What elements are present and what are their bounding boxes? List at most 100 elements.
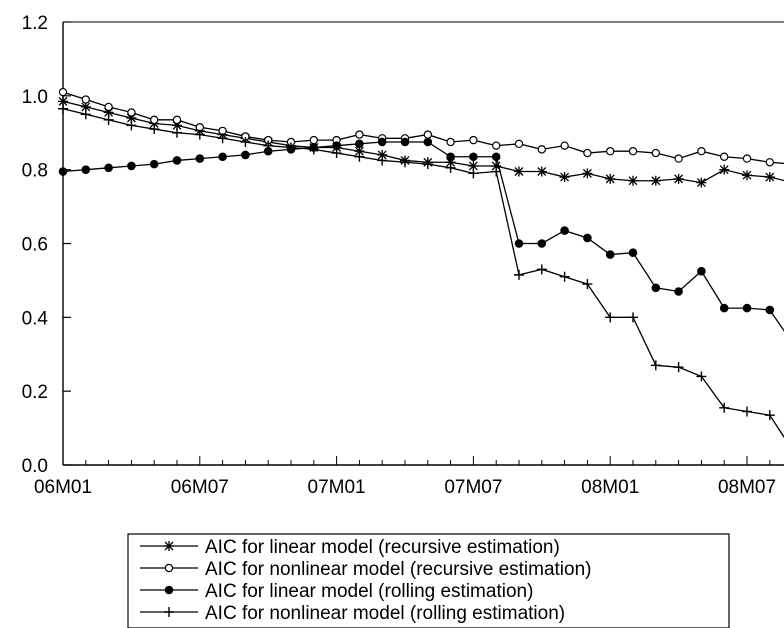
x-tick-label: 08M01 xyxy=(581,477,639,498)
star-point xyxy=(605,173,616,184)
legend-label: AIC for nonlinear model (recursive estim… xyxy=(205,559,592,580)
filled-circle-point xyxy=(674,287,683,296)
series-line xyxy=(62,108,784,439)
filled-circle-point xyxy=(355,139,364,149)
y-tick-label: 1.2 xyxy=(22,13,48,34)
star-point xyxy=(559,172,570,183)
filled-circle-point xyxy=(195,154,205,163)
plus-point xyxy=(400,157,410,168)
open-circle-point xyxy=(492,141,501,150)
filled-circle-point xyxy=(651,283,661,293)
series-line xyxy=(62,141,784,332)
filled-circle-point xyxy=(628,248,638,258)
plus-point xyxy=(286,142,296,153)
star-point xyxy=(468,160,479,171)
filled-circle-point xyxy=(697,266,706,276)
filled-circle-point xyxy=(491,152,501,162)
star-point xyxy=(742,170,752,181)
plus-point xyxy=(172,127,182,138)
filled-circle-point xyxy=(423,137,433,147)
star-point xyxy=(126,112,137,123)
filled-circle-point xyxy=(742,303,752,313)
open-circle-point xyxy=(172,115,182,125)
plus-point xyxy=(377,155,388,166)
y-tick-label: 0.8 xyxy=(22,161,48,182)
plus-point xyxy=(719,402,730,413)
legend-item: AIC for linear model (recursive estimati… xyxy=(140,537,560,558)
y-tick-label: 0.6 xyxy=(22,235,48,256)
plus-point xyxy=(331,148,342,159)
filled-circle-point xyxy=(537,239,547,248)
star-point xyxy=(58,96,68,107)
series-line xyxy=(62,100,784,184)
star-point xyxy=(377,149,388,160)
x-axis-ticks: 06M01 06M07 07M01 07M07 08M01 08M07 xyxy=(34,456,776,498)
star-point xyxy=(514,166,524,177)
y-tick-label: 0.4 xyxy=(22,308,49,329)
series-plus xyxy=(58,103,784,439)
filled-circle-point xyxy=(127,161,136,171)
plus-point xyxy=(764,410,775,421)
open-circle-point xyxy=(720,152,729,161)
plus-point xyxy=(103,114,114,125)
plus-point xyxy=(194,129,205,140)
open-circle-point xyxy=(104,102,113,112)
legend-item: AIC for nonlinear model (recursive estim… xyxy=(140,559,592,580)
star-point xyxy=(628,175,638,186)
legend-label: AIC for nonlinear model (rolling estimat… xyxy=(205,603,565,624)
filled-circle-point xyxy=(560,226,569,235)
plus-point xyxy=(559,271,570,282)
open-circle-point xyxy=(537,145,547,154)
filled-circle-point xyxy=(172,156,182,165)
star-point xyxy=(582,168,593,179)
open-circle-point xyxy=(765,158,775,167)
star-point xyxy=(673,173,684,184)
legend-label: AIC for linear model (recursive estimati… xyxy=(205,537,560,558)
plus-point xyxy=(605,312,616,323)
star-point xyxy=(719,164,730,175)
plus-point xyxy=(650,360,661,371)
plus-point xyxy=(491,166,502,177)
filled-circle-point xyxy=(218,152,227,162)
plus-point xyxy=(696,371,707,382)
series-open-circle xyxy=(58,87,784,167)
filled-circle-point xyxy=(149,159,159,169)
open-circle-point xyxy=(697,147,706,156)
open-circle-point xyxy=(81,95,91,104)
open-circle-point xyxy=(514,139,524,149)
star-point xyxy=(445,157,456,168)
plus-point xyxy=(149,124,160,135)
filled-circle-point xyxy=(605,250,615,259)
x-tick-label: 06M07 xyxy=(171,477,229,498)
legend-item: AIC for nonlinear model (rolling estimat… xyxy=(140,603,565,624)
star-point xyxy=(696,177,707,188)
filled-circle-point xyxy=(719,303,729,313)
plus-point xyxy=(422,159,433,170)
plus-point xyxy=(445,162,456,173)
open-circle-point xyxy=(446,137,455,147)
plus-point xyxy=(308,144,319,155)
filled-circle-point xyxy=(164,585,174,595)
filled-circle-point xyxy=(469,152,478,162)
filled-circle-point xyxy=(446,152,455,162)
star-point xyxy=(103,107,114,118)
series-layer xyxy=(58,87,784,439)
y-tick-label: 0.0 xyxy=(22,456,48,477)
star-point xyxy=(536,166,547,177)
legend: AIC for linear model (recursive estimati… xyxy=(127,533,730,628)
filled-circle-point xyxy=(765,305,775,315)
filled-circle-point xyxy=(58,167,68,176)
open-circle-point xyxy=(742,154,752,163)
star-point xyxy=(80,101,91,112)
series-filled-circle xyxy=(58,137,784,332)
open-circle-point xyxy=(164,563,174,573)
filled-circle-point xyxy=(400,137,410,147)
star-point xyxy=(650,175,661,186)
legend-label: AIC for linear model (rolling estimation… xyxy=(205,581,533,602)
plus-point xyxy=(628,312,638,323)
legend-item: AIC for linear model (rolling estimation… xyxy=(140,581,533,602)
y-axis-ticks: 0.0 0.2 0.4 0.6 0.8 1.0 1.2 xyxy=(22,13,71,477)
open-circle-point xyxy=(127,108,136,117)
open-circle-point xyxy=(628,147,638,156)
